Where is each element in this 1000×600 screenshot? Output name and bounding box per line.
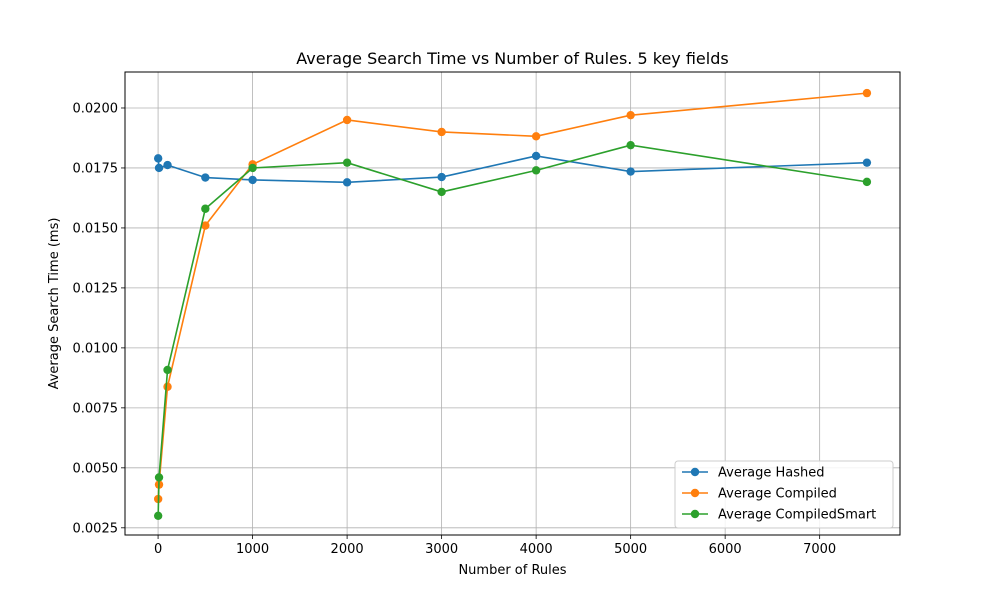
data-point [626,167,635,176]
x-axis-label: Number of Rules [458,563,566,578]
legend-marker [690,488,700,498]
y-tick-label: 0.0150 [73,221,119,236]
legend-label: Average Compiled [718,487,837,502]
data-point [531,132,541,141]
legend: Average Hashed Average Compiled Average Co… [674,460,894,529]
data-point [153,511,163,521]
data-point [201,173,210,182]
data-point [437,187,446,197]
x-tick-label: 4000 [520,542,553,557]
data-point [626,110,635,120]
x-tick-label: 1000 [236,542,269,557]
data-point [862,158,872,167]
y-tick-label: 0.0050 [73,461,119,476]
legend-box [674,460,894,529]
x-tick-label: 2000 [331,542,364,557]
y-tick-label: 0.0025 [73,521,119,536]
data-point [248,163,257,173]
legend-label: Average CompiledSmart [718,508,876,523]
axis-ticks: 0 1000 2000 3000 4000 5000 6000 7000 0.0025 0.005… [73,101,837,557]
data-point [862,177,872,187]
series-average-compiledsmart [153,140,872,521]
y-tick-label: 0.0125 [73,281,119,296]
data-point [531,151,541,161]
data-point [153,154,163,163]
data-point [201,221,210,230]
data-point [201,204,210,213]
plot-frame [124,71,901,536]
x-tick-label: 3000 [425,542,458,557]
data-point [342,158,352,167]
chart-title: Average Search Time vs Number of Rules. … [296,49,728,68]
legend-marker [690,509,700,519]
legend-label: Average Hashed [718,466,825,481]
data-point [154,163,164,173]
data-point [163,382,172,391]
x-tick-label: 6000 [709,542,742,557]
data-point [862,88,872,98]
y-tick-label: 0.0200 [73,101,119,116]
data-point [163,365,172,375]
x-tick-label: 7000 [803,542,836,557]
y-tick-label: 0.0075 [73,401,119,416]
legend-marker [690,467,700,477]
data-point [437,172,446,182]
series-line [157,92,867,500]
series-line [157,144,868,516]
y-tick-label: 0.0100 [73,341,119,356]
data-point [437,127,446,137]
x-tick-label: 0 [154,542,162,557]
data-point [531,166,541,175]
data-point [626,140,635,150]
y-axis-label: Average Search Time (ms) [47,218,62,390]
x-tick-label: 5000 [614,542,647,557]
data-point [342,178,352,187]
y-tick-label: 0.0175 [73,161,119,176]
series-average-hashed [153,151,872,187]
data-point [163,160,172,170]
data-point [154,473,164,482]
data-point [248,175,257,185]
data-point [342,115,352,125]
series-layer [153,88,872,521]
series-line [157,155,867,184]
